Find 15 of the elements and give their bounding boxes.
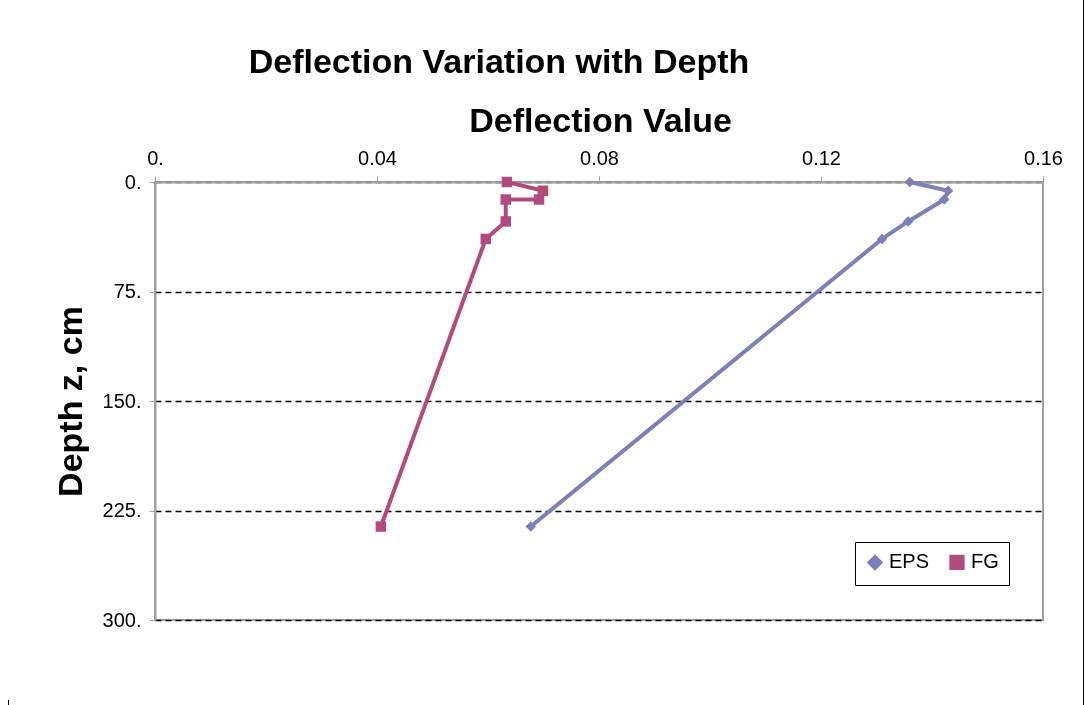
y-tick-label: 0. [124,170,142,193]
chart-title: Deflection Variation with Depth [248,42,750,80]
x-tick-label: 0. [147,146,164,169]
y-tick-label: 75. [113,280,142,302]
y-axis-title: Depth z, cm [50,306,89,497]
x-tick-label: 0.12 [802,146,841,169]
y-tick-label: 225. [102,499,142,521]
y-tick-label: 150. [102,389,142,412]
x-tick-label: 0.16 [1024,146,1063,169]
x-tick-label: 0.08 [580,146,619,169]
x-tick-label: 0.04 [358,146,397,169]
x-axis-title: Deflection Value [469,100,732,139]
legend-label: EPS [889,550,930,573]
legend-label: FG [971,550,999,573]
y-tick-label: 300. [102,608,142,631]
